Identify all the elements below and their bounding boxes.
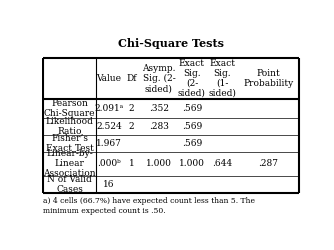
Text: a) 4 cells (66.7%) have expected count less than 5. The
minimum expected count i: a) 4 cells (66.7%) have expected count l… <box>43 198 255 215</box>
Text: 1.000: 1.000 <box>179 159 205 168</box>
Text: 16: 16 <box>103 180 115 189</box>
Text: 1.967: 1.967 <box>96 139 122 148</box>
Text: .000ᵇ: .000ᵇ <box>97 159 121 168</box>
Text: .569: .569 <box>182 139 202 148</box>
Text: 2: 2 <box>129 104 135 113</box>
Text: Fisher’s
Exact Test: Fisher’s Exact Test <box>46 134 94 153</box>
Text: 2: 2 <box>129 122 135 131</box>
Text: Value: Value <box>97 74 122 83</box>
Text: 1.000: 1.000 <box>146 159 172 168</box>
Text: .287: .287 <box>258 159 278 168</box>
Text: Pearson
Chi-Square: Pearson Chi-Square <box>44 99 95 118</box>
Text: Df: Df <box>127 74 137 83</box>
Text: Point
Probability: Point Probability <box>243 69 293 88</box>
Text: 2.524: 2.524 <box>96 122 122 131</box>
Text: Chi-Square Tests: Chi-Square Tests <box>118 38 224 49</box>
Text: N of Valid
Cases: N of Valid Cases <box>47 175 92 194</box>
Text: .569: .569 <box>182 104 202 113</box>
Text: 1: 1 <box>129 159 135 168</box>
Text: .283: .283 <box>149 122 169 131</box>
Text: Exact
Sig.
(2-
sided): Exact Sig. (2- sided) <box>178 59 206 98</box>
Text: 2.091ᵃ: 2.091ᵃ <box>95 104 124 113</box>
Text: .569: .569 <box>182 122 202 131</box>
Text: .644: .644 <box>212 159 232 168</box>
Text: Exact
Sig.
(1-
sided): Exact Sig. (1- sided) <box>208 59 236 98</box>
Text: .352: .352 <box>149 104 169 113</box>
Text: Likelihood
Ratio: Likelihood Ratio <box>46 117 94 136</box>
Text: Asymp.
Sig. (2-
sided): Asymp. Sig. (2- sided) <box>142 64 176 93</box>
Text: Linear-by-
Linear
Association: Linear-by- Linear Association <box>43 149 96 178</box>
